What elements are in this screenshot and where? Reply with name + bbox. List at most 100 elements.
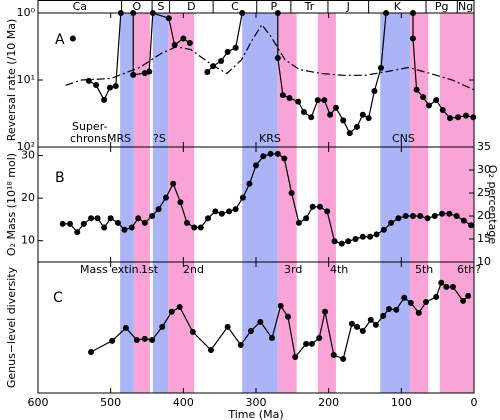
period-label: Ca bbox=[73, 0, 87, 13]
data-point bbox=[453, 213, 460, 219]
data-point bbox=[205, 215, 212, 222]
data-point bbox=[253, 162, 259, 169]
x-tick-label: 600 bbox=[28, 396, 49, 409]
data-point bbox=[155, 206, 162, 213]
data-point bbox=[204, 69, 211, 76]
y-tick-label: 30 bbox=[21, 149, 35, 162]
data-point bbox=[332, 104, 339, 111]
data-point bbox=[359, 111, 366, 118]
data-point bbox=[232, 44, 239, 51]
data-point bbox=[176, 303, 183, 310]
data-point bbox=[468, 222, 475, 229]
data-point bbox=[401, 294, 408, 301]
y2-tick-label: 25 bbox=[477, 186, 491, 199]
data-point bbox=[279, 92, 286, 99]
data-point bbox=[121, 226, 128, 233]
data-point bbox=[359, 327, 366, 334]
data-point bbox=[133, 336, 140, 343]
annotation: chrons: bbox=[70, 132, 110, 145]
period-label: S bbox=[157, 0, 164, 13]
band bbox=[242, 13, 278, 393]
y2-tick-label: 35 bbox=[477, 140, 491, 153]
data-point bbox=[372, 321, 379, 328]
band bbox=[380, 13, 411, 393]
data-point bbox=[277, 302, 284, 309]
data-point bbox=[257, 318, 264, 325]
data-point bbox=[218, 57, 225, 64]
data-point bbox=[423, 298, 430, 305]
data-point bbox=[288, 190, 295, 196]
data-point bbox=[207, 346, 214, 353]
data-point bbox=[218, 210, 225, 217]
data-point bbox=[303, 340, 310, 347]
annotation: C bbox=[53, 290, 63, 306]
annotation: Super- bbox=[72, 120, 108, 133]
period-label: O bbox=[132, 0, 141, 13]
data-point bbox=[443, 283, 450, 290]
data-point bbox=[180, 35, 187, 42]
data-point bbox=[112, 83, 119, 90]
data-point bbox=[425, 102, 432, 109]
data-point bbox=[327, 111, 334, 118]
data-point bbox=[303, 215, 310, 222]
data-point bbox=[101, 96, 108, 103]
x-tick-label: 100 bbox=[391, 396, 412, 409]
data-point bbox=[101, 224, 108, 231]
annotation: A bbox=[55, 32, 65, 48]
data-point bbox=[106, 84, 113, 91]
x-tick-label: 200 bbox=[318, 396, 339, 409]
data-point bbox=[197, 224, 204, 231]
y-axis-label: O₂ Mass (10¹⁸ mol) bbox=[5, 153, 18, 256]
annotation: MRS bbox=[107, 132, 131, 145]
data-point bbox=[424, 215, 431, 222]
data-point bbox=[117, 10, 124, 16]
y-tick-label: 20 bbox=[21, 191, 35, 204]
band bbox=[120, 13, 134, 393]
data-point bbox=[338, 240, 345, 247]
y-tick-label: 10⁰ bbox=[17, 6, 36, 19]
y2-tick-label: 20 bbox=[477, 209, 491, 222]
data-point bbox=[239, 194, 246, 201]
data-point bbox=[284, 313, 291, 320]
data-point bbox=[433, 293, 440, 300]
data-point bbox=[388, 219, 395, 226]
data-point bbox=[308, 114, 315, 121]
data-point bbox=[149, 213, 156, 219]
y-tick-label: 10¹ bbox=[17, 73, 35, 86]
data-point bbox=[309, 203, 316, 210]
data-point bbox=[354, 323, 361, 330]
data-point bbox=[80, 220, 87, 227]
annotation: KRS bbox=[259, 132, 281, 145]
data-point bbox=[395, 215, 402, 222]
data-point bbox=[438, 279, 445, 286]
period-label: Pg bbox=[435, 0, 449, 13]
data-point bbox=[186, 39, 193, 46]
data-point bbox=[281, 155, 288, 162]
data-point bbox=[470, 114, 477, 121]
annotation: 6th? bbox=[457, 263, 481, 276]
data-point bbox=[417, 213, 424, 219]
data-point bbox=[409, 213, 416, 219]
data-point bbox=[274, 55, 281, 62]
data-point bbox=[316, 203, 323, 210]
data-point bbox=[409, 35, 416, 42]
x-tick-label: 500 bbox=[100, 396, 121, 409]
data-point bbox=[141, 219, 148, 226]
data-point bbox=[365, 115, 372, 122]
data-point bbox=[385, 305, 392, 312]
y2-tick-label: 30 bbox=[477, 163, 491, 176]
data-point bbox=[380, 226, 387, 233]
data-point bbox=[165, 15, 172, 22]
data-point bbox=[300, 108, 307, 115]
y-axis-label: Genus−level diversity bbox=[5, 266, 18, 388]
data-point bbox=[170, 180, 177, 187]
data-point bbox=[128, 224, 135, 231]
data-point bbox=[322, 308, 329, 315]
data-point bbox=[85, 77, 92, 84]
data-point bbox=[377, 64, 384, 71]
data-point bbox=[331, 238, 338, 245]
data-point bbox=[409, 10, 416, 16]
y-axis-label: Reversal rate (/10 Ma) bbox=[5, 19, 18, 142]
data-point bbox=[446, 210, 453, 217]
